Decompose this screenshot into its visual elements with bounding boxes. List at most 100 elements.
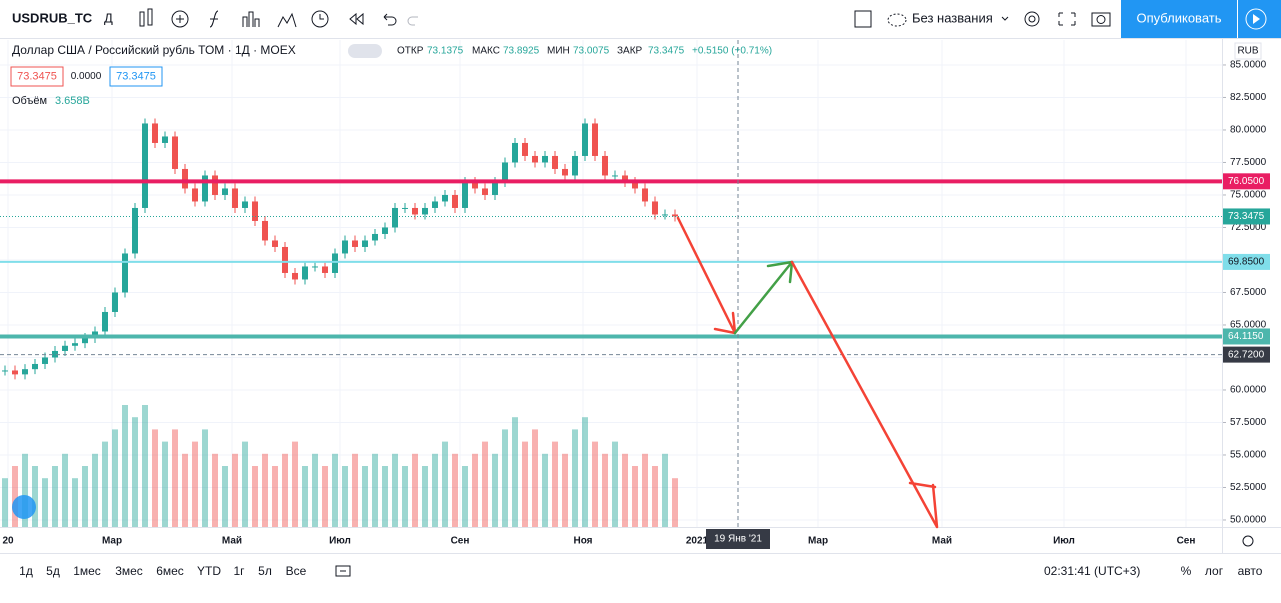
volume-bar	[392, 453, 398, 527]
ask[interactable]: 73.3475	[116, 70, 156, 82]
crosshair-date-tag	[706, 529, 770, 549]
candle-body	[622, 175, 628, 182]
interval[interactable]: Д	[104, 10, 113, 25]
percent-toggle[interactable]: %	[1181, 564, 1192, 578]
bid[interactable]: 73.3475	[17, 70, 57, 82]
volume-label: Объём	[12, 95, 47, 107]
status-pill[interactable]	[348, 44, 382, 58]
volume-bar	[672, 478, 678, 527]
auto-toggle[interactable]: авто	[1238, 564, 1263, 578]
candle-body	[542, 155, 548, 163]
volume-bar	[532, 429, 538, 527]
publish-button[interactable]	[1121, 0, 1237, 38]
range-button[interactable]: YTD	[197, 564, 221, 578]
logo[interactable]	[12, 495, 36, 519]
volume-bar	[42, 478, 48, 527]
candle-body	[222, 188, 228, 195]
candle-body	[232, 188, 238, 208]
volume-bar	[112, 429, 118, 527]
plot: 85.0000 82.5000 80.0000 77.5000 75.0000 72.50…	[0, 40, 1270, 549]
x-tick-label: Июл	[329, 536, 351, 547]
y-tick-label: 60.0000	[1230, 385, 1267, 396]
candle-body	[82, 337, 88, 344]
y-tick-label: 85.0000	[1230, 60, 1267, 71]
candle-body	[202, 175, 208, 202]
level-label: 76.0500	[1228, 176, 1265, 187]
volume-bar	[442, 441, 448, 527]
candle-body	[442, 194, 448, 202]
range-button[interactable]: 5д	[46, 564, 60, 578]
candle-body	[302, 266, 308, 280]
volume-bar	[52, 466, 58, 527]
candle-body	[462, 181, 468, 208]
range-button[interactable]: 1мес	[73, 564, 101, 578]
candle-body	[262, 220, 268, 241]
range-button[interactable]: Все	[286, 564, 307, 578]
publish-label[interactable]: Опубликовать	[1136, 10, 1221, 25]
candle-body	[362, 240, 368, 247]
layout-name[interactable]: Без названия	[912, 10, 993, 25]
candle-body	[142, 123, 148, 208]
volume-bar	[562, 453, 568, 527]
log-toggle[interactable]: лог	[1205, 564, 1224, 578]
volume-bar	[122, 405, 128, 527]
volume-bar	[382, 466, 388, 527]
date-range-icon[interactable]	[335, 565, 351, 577]
candle-body	[322, 266, 328, 273]
volume-bar	[312, 453, 318, 527]
range-button[interactable]: 1г	[233, 564, 245, 578]
volume-bar	[162, 441, 168, 527]
y-tick-label: 57.5000	[1230, 417, 1267, 428]
candle-body	[152, 123, 158, 143]
volume-bar	[632, 466, 638, 527]
volume-bar	[452, 453, 458, 527]
candle-body	[412, 207, 418, 215]
candle-body	[52, 350, 58, 358]
candle-body	[242, 201, 248, 208]
candle-body	[252, 201, 258, 221]
volume-bar	[92, 453, 98, 527]
x-tick-label: Мар	[102, 536, 122, 547]
ask-box[interactable]	[109, 66, 163, 87]
symbol[interactable]: USDRUB_TC	[12, 10, 93, 25]
settings-icon[interactable]	[1242, 535, 1254, 547]
candle-body	[102, 311, 108, 332]
candle-body	[572, 155, 578, 176]
volume-bar	[202, 429, 208, 527]
high-value: 73.8925	[503, 46, 540, 57]
x-tick-label: Ноя	[573, 536, 592, 547]
candle-body	[582, 123, 588, 156]
currency[interactable]: RUB	[1237, 46, 1258, 57]
candle-body	[192, 188, 198, 202]
x-tick-label: Июл	[1053, 536, 1075, 547]
volume-value: 3.658B	[55, 95, 90, 107]
volume-bar	[332, 453, 338, 527]
range-button[interactable]: 3мес	[115, 564, 143, 578]
volume-bar	[352, 453, 358, 527]
crosshair-price-label: 62.7200	[1228, 349, 1265, 360]
candle-body	[642, 188, 648, 202]
volume-bar	[592, 441, 598, 527]
play-icon	[1245, 8, 1267, 30]
candle-body	[12, 370, 18, 375]
candle-body	[282, 246, 288, 273]
y-tick-label: 65.0000	[1230, 320, 1267, 331]
range-button[interactable]: 6мес	[156, 564, 184, 578]
x-tick-label: Мар	[808, 536, 828, 547]
volume-bar	[462, 466, 468, 527]
volume-bar	[292, 441, 298, 527]
bid-box[interactable]	[10, 66, 64, 87]
candle-body	[132, 207, 138, 254]
drawings[interactable]	[676, 216, 939, 529]
volume-bar	[402, 466, 408, 527]
volume-bar	[12, 466, 18, 527]
candle-body	[562, 168, 568, 176]
currency-box[interactable]	[1234, 42, 1262, 60]
spread: 0.0000	[71, 71, 102, 82]
range-button[interactable]: 5л	[258, 564, 272, 578]
volume-bar	[222, 466, 228, 527]
range-button[interactable]: 1д	[19, 564, 33, 578]
toolbar-icons[interactable]	[139, 8, 1111, 28]
